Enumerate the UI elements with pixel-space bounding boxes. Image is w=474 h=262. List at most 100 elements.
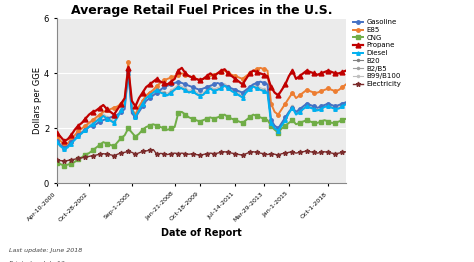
- Electricity: [293, 151, 299, 155]
- Electricity: [150, 148, 156, 151]
- E85: [286, 96, 292, 100]
- CNG: [61, 164, 67, 167]
- X-axis label: Date of Report: Date of Report: [161, 228, 242, 238]
- Gasoline: [197, 88, 202, 91]
- Y-axis label: Dollars per GGE: Dollars per GGE: [34, 67, 43, 134]
- CNG: [126, 127, 131, 130]
- CNG: [140, 128, 146, 131]
- B20: [129, 107, 135, 110]
- Diesel: [54, 140, 60, 144]
- Propane: [54, 131, 60, 134]
- E85: [126, 61, 131, 64]
- E85: [129, 107, 135, 111]
- B2/B5: [129, 107, 135, 110]
- B99/B100: [197, 92, 202, 95]
- Line: B99/B100: B99/B100: [56, 70, 347, 148]
- B20: [293, 112, 299, 116]
- Diesel: [286, 112, 292, 115]
- B2/B5: [126, 72, 131, 75]
- CNG: [54, 161, 60, 164]
- Line: Gasoline: Gasoline: [55, 69, 348, 149]
- B99/B100: [54, 138, 60, 141]
- Diesel: [197, 94, 202, 97]
- B99/B100: [286, 110, 292, 113]
- E85: [343, 83, 349, 86]
- CNG: [286, 121, 292, 124]
- Diesel: [140, 102, 146, 105]
- B20: [343, 102, 349, 105]
- B99/B100: [61, 145, 67, 148]
- B2/B5: [140, 102, 146, 105]
- B2/B5: [197, 94, 202, 97]
- E85: [143, 94, 149, 97]
- B99/B100: [293, 111, 299, 114]
- Gasoline: [343, 101, 349, 104]
- E85: [61, 143, 67, 146]
- Electricity: [197, 154, 202, 157]
- Propane: [286, 74, 292, 78]
- Line: B2/B5: B2/B5: [56, 72, 347, 150]
- Propane: [140, 91, 146, 94]
- Gasoline: [286, 110, 292, 113]
- Title: Average Retail Fuel Prices in the U.S.: Average Retail Fuel Prices in the U.S.: [71, 4, 332, 17]
- Electricity: [343, 150, 349, 153]
- Line: Propane: Propane: [55, 66, 348, 143]
- Text: Last update: June 2018: Last update: June 2018: [9, 248, 83, 253]
- Diesel: [143, 96, 149, 100]
- B2/B5: [293, 113, 299, 116]
- B20: [143, 96, 149, 99]
- Line: B20: B20: [56, 72, 347, 150]
- Electricity: [126, 150, 131, 153]
- Propane: [143, 85, 149, 89]
- B2/B5: [343, 102, 349, 106]
- Line: CNG: CNG: [55, 110, 348, 167]
- B20: [126, 71, 131, 74]
- Gasoline: [293, 110, 299, 113]
- B20: [140, 101, 146, 105]
- E85: [54, 135, 60, 138]
- Diesel: [293, 113, 299, 116]
- CNG: [343, 117, 349, 120]
- Electricity: [140, 150, 146, 153]
- Gasoline: [129, 112, 135, 115]
- Gasoline: [126, 69, 131, 72]
- Electricity: [54, 159, 60, 162]
- Electricity: [136, 151, 142, 154]
- B20: [286, 111, 292, 114]
- CNG: [179, 110, 185, 113]
- Line: Diesel: Diesel: [55, 72, 348, 151]
- Gasoline: [143, 99, 149, 102]
- B2/B5: [286, 111, 292, 114]
- B2/B5: [54, 140, 60, 143]
- Line: E85: E85: [55, 61, 348, 147]
- B99/B100: [126, 70, 131, 73]
- Gasoline: [140, 105, 146, 108]
- Propane: [343, 69, 349, 72]
- B99/B100: [129, 105, 135, 108]
- CNG: [136, 132, 142, 135]
- Propane: [61, 139, 67, 142]
- B99/B100: [143, 94, 149, 97]
- Electricity: [61, 160, 67, 163]
- Propane: [126, 66, 131, 69]
- Diesel: [61, 148, 67, 151]
- Text: Printed on July 13: Printed on July 13: [9, 261, 65, 262]
- E85: [140, 99, 146, 102]
- Diesel: [343, 103, 349, 106]
- E85: [197, 79, 202, 82]
- B20: [61, 147, 67, 150]
- Legend: Gasoline, E85, CNG, Propane, Diesel, B20, B2/B5, B99/B100, Electricity: Gasoline, E85, CNG, Propane, Diesel, B20…: [352, 19, 402, 88]
- Propane: [129, 99, 135, 102]
- B20: [197, 94, 202, 97]
- Gasoline: [61, 146, 67, 149]
- B2/B5: [61, 147, 67, 150]
- E85: [293, 96, 299, 100]
- Propane: [197, 79, 202, 82]
- CNG: [293, 123, 299, 126]
- CNG: [197, 120, 202, 123]
- Electricity: [286, 151, 292, 154]
- B2/B5: [143, 96, 149, 99]
- B20: [54, 140, 60, 143]
- Diesel: [129, 107, 135, 111]
- Line: Electricity: Electricity: [55, 147, 348, 163]
